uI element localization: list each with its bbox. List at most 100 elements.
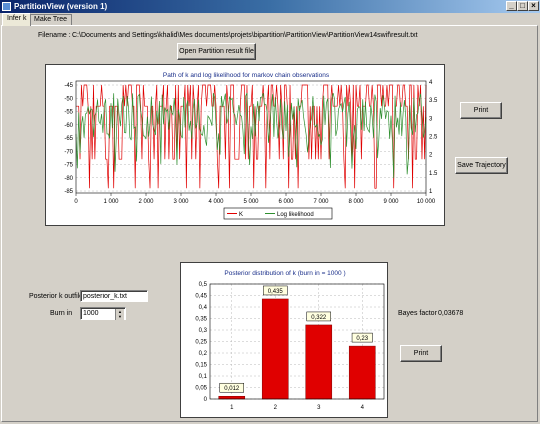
print-trace-button[interactable]: Print	[460, 102, 502, 119]
trace-x-tick-label: 7 000	[313, 199, 329, 205]
trace-right-tick-label: 3	[429, 116, 433, 122]
trace-x-tick-label: 8 000	[348, 199, 364, 205]
tab-make-tree[interactable]: Make Tree	[29, 14, 73, 25]
trace-x-tick-label: 0	[74, 199, 78, 205]
trace-right-tick-label: 3.5	[429, 98, 438, 104]
legend-k-label: K	[239, 212, 243, 218]
trace-x-tick-label: 5 000	[243, 199, 259, 205]
close-button[interactable]: ×	[528, 1, 539, 11]
posterior-chart-svg: Posterior distribution of k (burn in = 1…	[195, 270, 385, 411]
trace-chart-title: Path of k and log likelihood for markov …	[163, 72, 330, 79]
bar-k-2	[261, 298, 289, 400]
filename-value: C:\Documents and Settings\khalid\Mes doc…	[72, 32, 418, 39]
bar-value-box	[306, 311, 331, 322]
trace-x-tick-label: 4 000	[208, 199, 224, 205]
bar-y-tick-label: 0,3	[199, 328, 208, 334]
posterior-chart: Posterior distribution of k (burn in = 1…	[180, 262, 388, 418]
maximize-button[interactable]: □	[517, 1, 528, 11]
minimize-button[interactable]: _	[506, 1, 517, 11]
tab-panel	[1, 25, 538, 422]
loglik-trace-line	[75, 92, 427, 179]
bar-value-box	[263, 285, 288, 296]
bar-value-label: 0,435	[268, 289, 284, 295]
bar-plot-frame	[209, 283, 385, 400]
bar-k-3	[305, 324, 333, 400]
bar-x-tick-label: 4	[361, 405, 365, 411]
trace-left-tick-label: -70	[64, 149, 73, 155]
bar-y-axis: 0 0,05 0,1 0,15 0,2 0,25 0,3 0,35 0,4 0,45 0,5	[195, 282, 207, 403]
filename-label: Filename :	[38, 32, 71, 39]
bar-y-tick-label: 0	[204, 397, 208, 403]
bar-value-label: 0,012	[224, 386, 240, 392]
spin-down-icon[interactable]: ▼	[118, 314, 122, 319]
tab-strip: Infer k Make Tree	[0, 13, 540, 26]
bar-y-tick-label: 0,25	[195, 340, 207, 346]
bar-value-box	[351, 332, 373, 343]
trace-left-tick-label: -75	[64, 163, 73, 169]
bar-x-tick-label: 3	[317, 405, 321, 411]
trace-right-tick-label: 1.5	[429, 171, 438, 177]
bar-y-tick-label: 0,5	[199, 282, 208, 288]
spin-up-icon[interactable]: ▲	[118, 309, 122, 314]
trace-legend-box	[223, 207, 333, 220]
trace-x-tick-label: 3 000	[173, 199, 189, 205]
tab-infer-k[interactable]: Infer k	[2, 13, 32, 26]
bar-x-tick-label: 2	[274, 405, 278, 411]
burnin-spin[interactable]: ▲ ▼	[115, 309, 124, 320]
app-icon	[2, 2, 11, 11]
trace-chart: Path of k and log likelihood for markov …	[45, 64, 445, 226]
bayes-factor-value: 0,03678	[438, 310, 464, 317]
trace-left-axis: -45 -50 -55 -60 -65 -70 -75 -80 -85	[64, 83, 73, 195]
bar-value-box	[219, 382, 244, 393]
trace-left-tick-label: -55	[64, 110, 73, 116]
bar-value-label: 0,23	[356, 336, 368, 342]
bayes-factor-label: Bayes factor	[398, 310, 437, 317]
trace-series	[75, 84, 427, 189]
bar-y-tick-label: 0,15	[195, 363, 207, 369]
posterior-chart-title: Posterior distribution of k (burn in = 1…	[224, 270, 345, 277]
bar-x-axis: 1 2 3 4	[230, 405, 365, 411]
trace-left-tick-label: -50	[64, 96, 73, 102]
trace-chart-svg: Path of k and log likelihood for markov …	[64, 72, 438, 220]
open-file-button[interactable]: Open Partition result file	[177, 43, 256, 60]
bar-x-tick-label: 1	[230, 405, 234, 411]
title-bar: PartitionView (version 1) _ □ ×	[0, 0, 540, 13]
k-trace-line	[76, 84, 427, 189]
trace-x-tick-label: 1 000	[103, 199, 119, 205]
trace-left-tick-label: -60	[64, 123, 73, 129]
trace-x-tick-label: 10 000	[417, 199, 436, 205]
print-posterior-button[interactable]: Print	[400, 345, 442, 362]
bar-k-4	[348, 345, 376, 400]
bar-y-tick-label: 0,4	[199, 305, 208, 311]
bar-k-1	[218, 395, 246, 400]
trace-x-tick-label: 2 000	[138, 199, 154, 205]
save-trajectory-button[interactable]: Save Trajectory	[455, 157, 508, 174]
bar-y-tick-label: 0,35	[195, 317, 207, 323]
burnin-value: 1000	[83, 310, 99, 317]
trace-left-tick-label: -65	[64, 136, 73, 142]
trace-legend: K Log likelihood	[223, 207, 333, 220]
bar-y-tick-label: 0,1	[199, 374, 208, 380]
bar-value-label: 0,322	[311, 315, 327, 321]
window-title: PartitionView (version 1)	[14, 2, 108, 11]
legend-loglik-label: Log likelihood	[277, 212, 314, 218]
bar-y-tick-label: 0,2	[199, 351, 208, 357]
trace-left-tick-label: -85	[64, 189, 73, 195]
trace-x-tick-label: 9 000	[383, 199, 399, 205]
trace-right-tick-label: 2.5	[429, 135, 438, 141]
trace-x-tick-label: 6 000	[278, 199, 294, 205]
trace-x-axis: 0 1 000 2 000 3 000 4 000 5 000 6 000 7 000 8 00…	[74, 193, 436, 205]
trace-left-tick-label: -45	[64, 83, 73, 89]
bar-marks: 0,012 0,435 0,322 0,23	[218, 285, 376, 400]
burnin-label: Burn in	[50, 310, 73, 317]
trace-right-axis: 4 3.5 3 2.5 2 1.5 1	[429, 80, 438, 195]
trace-right-tick-label: 4	[429, 80, 433, 86]
trace-left-tick-label: -80	[64, 176, 73, 182]
bar-y-tick-label: 0,05	[195, 386, 207, 392]
bar-y-tick-label: 0,45	[195, 294, 207, 300]
outfile-input[interactable]	[80, 290, 148, 302]
outfile-label: Posterior k outfile	[29, 293, 84, 300]
trace-right-tick-label: 2	[429, 153, 433, 159]
trace-right-tick-label: 1	[429, 189, 433, 195]
burnin-stepper[interactable]: 1000 ▲ ▼	[80, 307, 126, 320]
